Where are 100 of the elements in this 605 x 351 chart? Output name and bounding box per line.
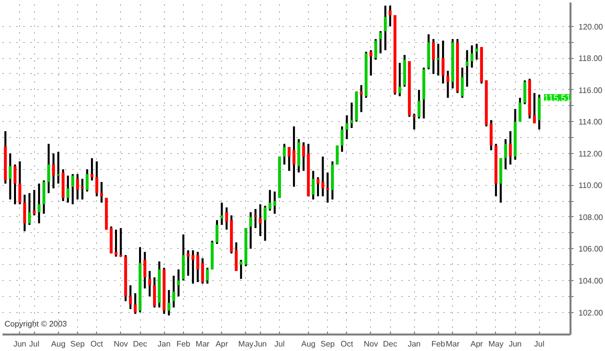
candlestick [225,206,228,231]
candlestick [321,156,324,198]
candlestick [508,130,512,166]
x-tick-label: Mar [446,340,460,348]
candlestick [76,173,79,200]
x-tick-label: May [238,340,254,348]
candlestick [71,173,74,206]
candlestick [350,102,354,129]
y-tick-label: 120.00 [578,22,604,32]
candlestick [532,92,536,124]
x-tick-label: Jan [408,340,421,348]
y-tick-label: 104.00 [578,276,604,286]
x-tick-label: May [488,340,504,348]
x-tick-label: Jul [534,340,545,348]
y-tick-label: 118.00 [578,54,603,64]
candlestick [240,258,242,280]
candlestick [432,38,435,75]
text: 115.51 [544,93,571,104]
candlestick [90,157,94,182]
candlestick [182,233,185,282]
y-tick-label: 106.00 [578,244,604,254]
x-tick-label: Aug [301,340,316,348]
candlestick [442,40,444,85]
y-tick-label: 116.00 [578,86,603,95]
x-tick-label: Aug [51,340,66,348]
x-tick-label: Dec [132,340,148,348]
candlestick [384,4,387,52]
x-tick-label: Jul [29,340,40,348]
candlestick [114,228,118,258]
candlestick [18,160,22,206]
candlestick [86,168,89,193]
y-tick-label: 102.00 [578,308,604,318]
candlestick [273,190,276,215]
candlestick [518,96,522,123]
x-tick-label: Apr [216,340,228,348]
candlestick [316,176,320,198]
candlestick [288,146,291,172]
candlestick [206,266,209,285]
candlestick [47,142,50,194]
x-tick-label: Nov [114,340,128,348]
candlestick [42,179,46,215]
candlestick [177,268,180,298]
candlestick [379,30,382,54]
candlestick [466,49,469,88]
y-tick-label: 110.00 [578,181,603,190]
candlestick [470,44,474,69]
candlestick [14,164,16,206]
candlestick [153,276,156,308]
candlestick [128,284,132,310]
x-tick-label: Sep [70,340,86,348]
candlestick [292,125,296,188]
x-tick-label: Nov [364,340,378,348]
candlestick [345,114,348,140]
candlestick [148,270,152,298]
candlestick [504,138,508,170]
candlestick [326,171,330,204]
x-tick-label: Jun [254,340,267,348]
candlestick [201,257,204,285]
candlestick [388,4,392,28]
x-tick-label: Feb [431,340,446,348]
x-tick-label: Sep [320,340,336,348]
candlestick [254,208,257,230]
candlestick [418,88,420,120]
x-tick-label: Oct [90,340,104,348]
x-tick-label: Jul [274,340,285,348]
candlestick [302,141,306,172]
x-tick-label: Jun [508,340,522,348]
candlestick [186,249,190,277]
candlestick [66,174,70,204]
candlestick [249,211,252,250]
candlestick [412,112,416,131]
x-tick-label: Mar [196,340,210,348]
candlestick [220,202,224,226]
y-tick-label: 108.00 [578,212,604,222]
candlestick [80,178,84,200]
candlestick [282,142,286,166]
candlestick [268,188,272,212]
x-tick-label: Feb [176,340,191,348]
candlestick [28,192,31,226]
candlestick [340,125,344,153]
x-tick-label: Jun [13,340,26,348]
x-tick-label: Apr [470,340,484,348]
y-tick-label: 112.00 [578,149,603,158]
annotation: Copyright © 2003 [4,320,68,328]
candlestick [32,188,36,216]
candlestick [369,49,372,77]
candlestick [192,249,194,285]
candlestick [143,250,146,290]
candlestick [52,152,55,190]
candlestick [258,203,262,238]
x-tick-label: Jan [158,340,171,348]
candlestick [167,289,170,316]
candlestick [523,79,526,106]
candlestick [38,182,40,224]
y-tick-label: 114.00 [578,118,603,127]
x-tick-label: Oct [340,340,354,348]
candlestick [100,181,104,204]
x-tick-label: Dec [383,340,398,348]
candlestick [264,204,267,242]
candlestick [119,227,122,258]
